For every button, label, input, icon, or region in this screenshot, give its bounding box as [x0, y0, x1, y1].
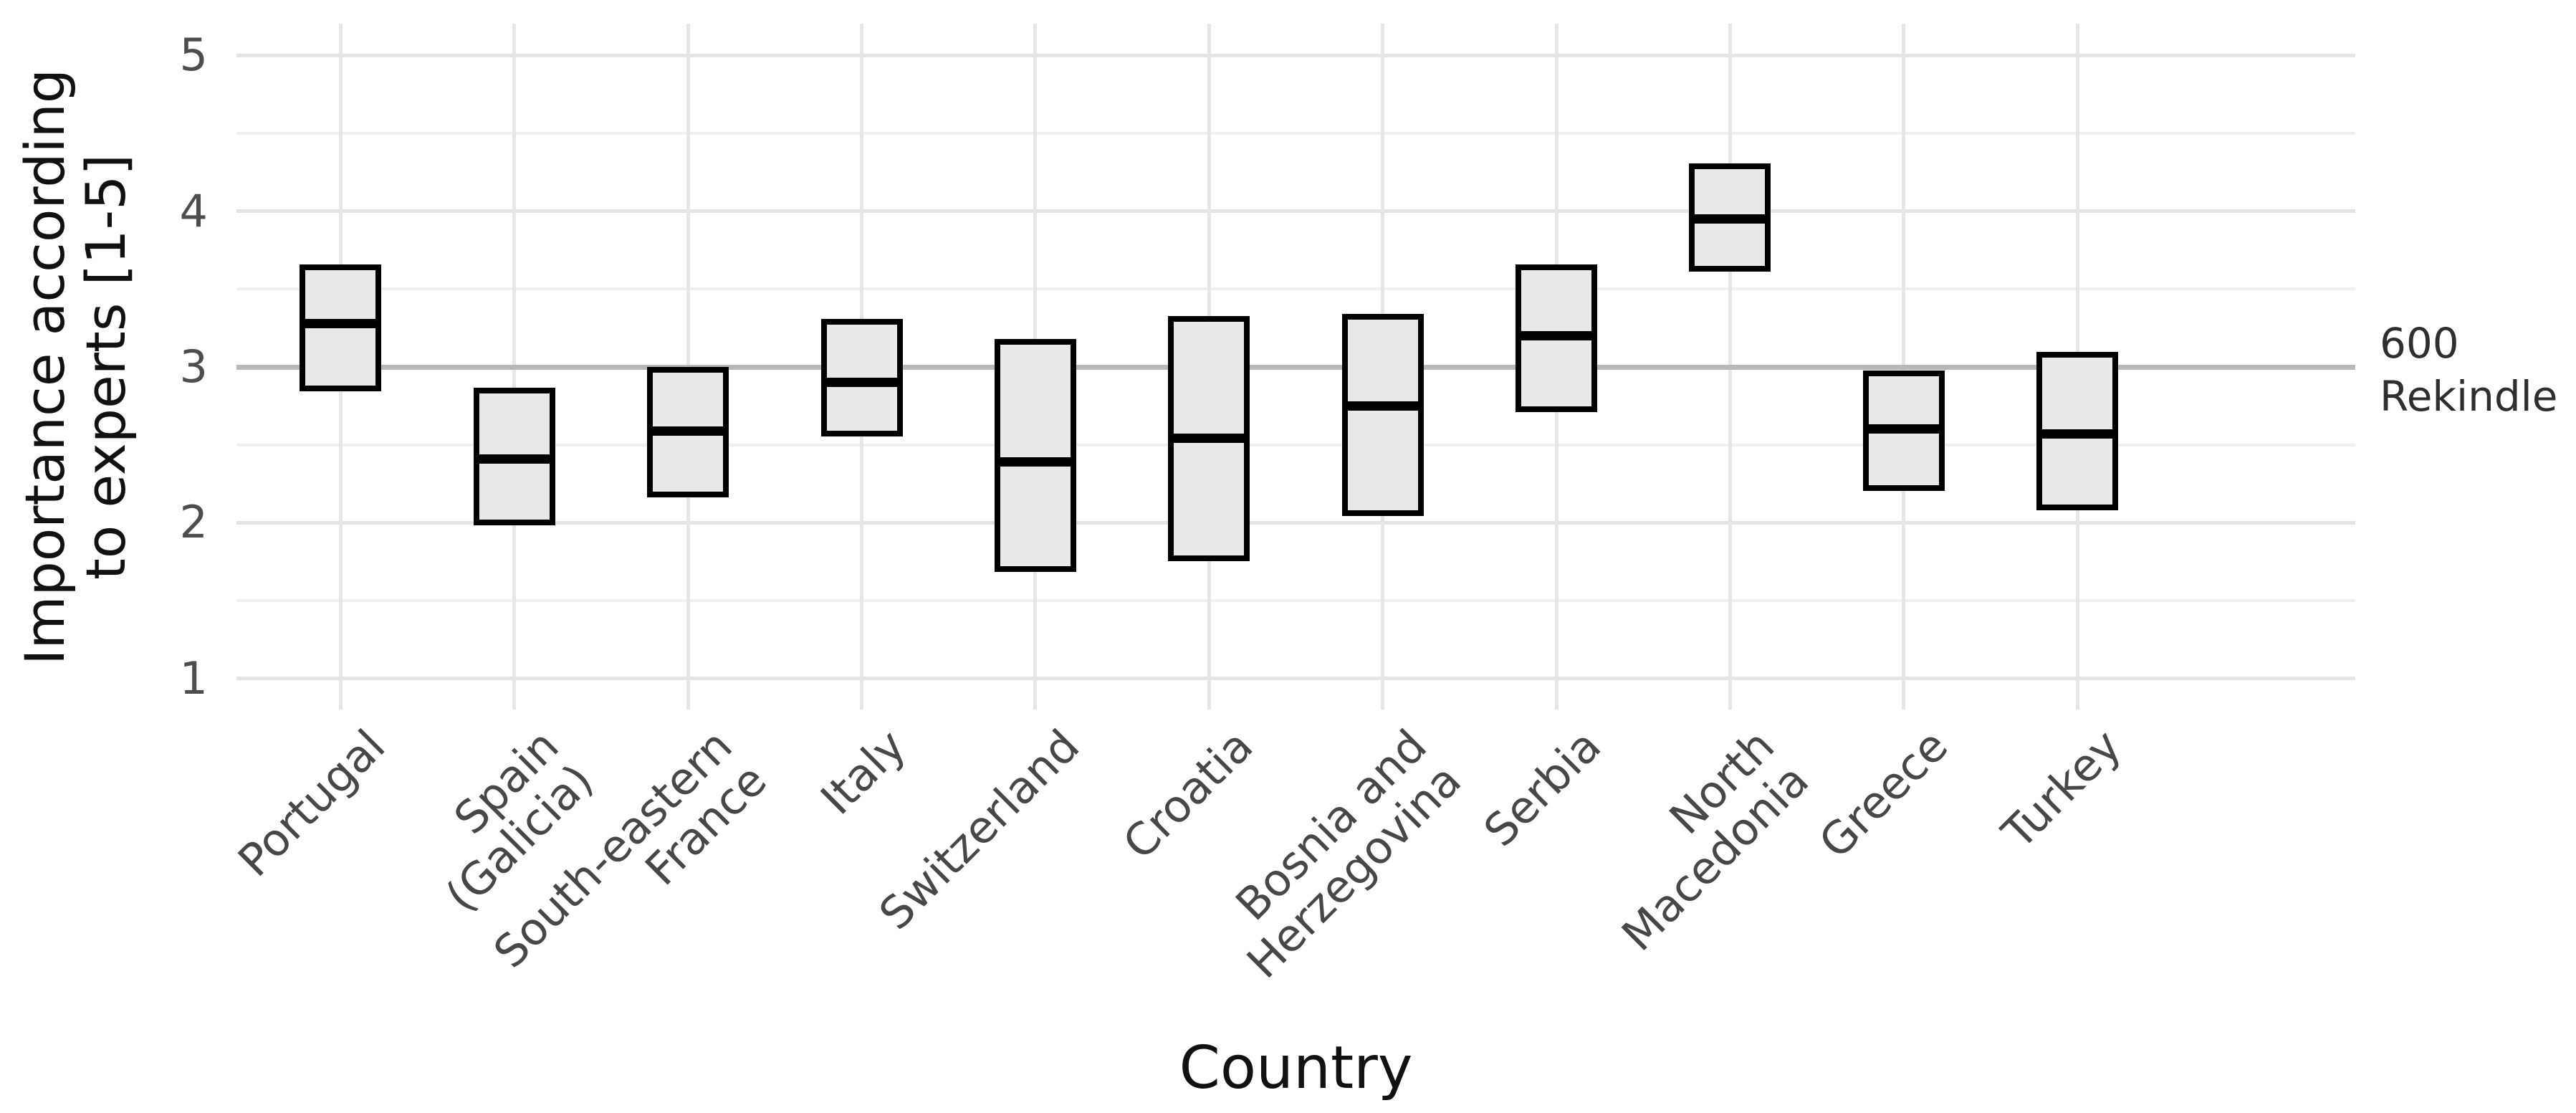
x-tick-label-serbia: Serbia: [1473, 719, 1611, 857]
annotation-line-2: Rekindle: [2380, 372, 2558, 421]
y-tick-label-1: 1: [179, 651, 208, 704]
x-tick-label-italy: Italy: [810, 719, 916, 825]
reference-line-annotation: 600 Rekindle: [2380, 317, 2557, 423]
y-tick-label-4: 4: [179, 184, 208, 237]
median-line-spain: [479, 454, 550, 464]
gridline-y-minor-3.5: [236, 287, 2355, 291]
crossbar-switzerland: [994, 339, 1076, 573]
reference-line-y3: [236, 364, 2355, 370]
x-axis-title: Country: [1179, 1034, 1413, 1102]
median-line-south-eastern: [653, 426, 724, 436]
y-tick-label-5: 5: [179, 29, 208, 82]
x-tick-label-north: North Macedonia: [1612, 719, 1819, 961]
crossbar-portugal: [300, 264, 382, 392]
median-line-italy: [826, 378, 897, 388]
crossbar-italy: [820, 318, 903, 437]
gridline-y-minor-1.5: [236, 598, 2355, 602]
gridline-y-major-5: [236, 53, 2355, 57]
median-line-greece: [1868, 424, 1939, 434]
annotation-line-1: 600: [2380, 319, 2459, 368]
median-line-serbia: [1521, 331, 1592, 341]
x-tick-label-greece: Greece: [1809, 719, 1958, 869]
gridline-y-minor-4.5: [236, 132, 2355, 135]
median-line-bosnia-and: [1347, 401, 1418, 411]
gridline-y-major-2: [236, 520, 2355, 525]
gridline-y-major-4: [236, 209, 2355, 214]
crossbar-bosnia-and: [1341, 314, 1424, 517]
y-tick-label-3: 3: [179, 340, 208, 393]
median-line-croatia: [1174, 434, 1245, 444]
gridline-y-major-1: [236, 677, 2355, 681]
median-line-switzerland: [1000, 457, 1071, 467]
x-tick-label-croatia: Croatia: [1113, 719, 1263, 870]
x-tick-label-turkey: Turkey: [1992, 719, 2132, 859]
y-axis-title: Importance according to experts [1-5]: [13, 69, 138, 665]
x-tick-label-portugal: Portugal: [227, 719, 395, 887]
median-line-portugal: [305, 318, 376, 328]
y-tick-label-2: 2: [179, 496, 208, 549]
median-line-turkey: [2042, 429, 2113, 439]
gridline-y-minor-2.5: [236, 443, 2355, 446]
median-line-north: [1695, 214, 1766, 224]
